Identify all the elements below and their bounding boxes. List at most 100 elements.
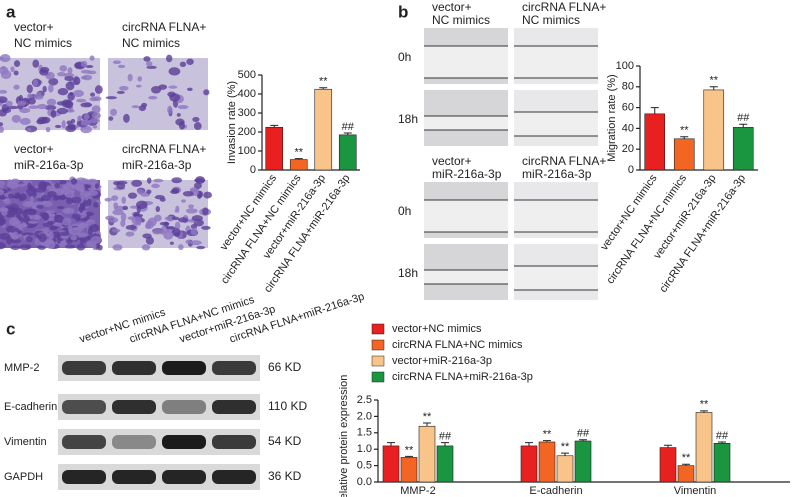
significance: ** — [561, 441, 570, 453]
protein-label: Vimentin — [4, 436, 47, 448]
y-axis-label: Relative protein expression — [338, 375, 350, 497]
image-caption: vector+ — [432, 154, 472, 168]
cell — [143, 56, 151, 62]
cell — [146, 177, 152, 184]
error-bar — [294, 158, 303, 160]
blot-band — [162, 361, 206, 375]
cell — [38, 233, 47, 242]
cell — [87, 227, 94, 236]
cell — [66, 197, 74, 205]
cell — [79, 222, 86, 227]
bar — [418, 425, 436, 483]
cell — [185, 208, 198, 214]
x-tick-label: E-cadherin — [529, 485, 582, 497]
cell — [113, 202, 119, 209]
cell — [116, 182, 126, 190]
cell — [94, 85, 103, 94]
cell — [122, 205, 129, 211]
cell — [112, 60, 121, 65]
cell — [37, 103, 48, 110]
y-axis-label: Migration rate (%) — [606, 74, 618, 161]
significance: ** — [423, 411, 432, 423]
bar — [314, 88, 333, 171]
legend-swatch — [371, 323, 385, 335]
cell — [190, 223, 198, 230]
cell — [64, 189, 75, 198]
cell — [0, 242, 6, 250]
cell — [151, 86, 162, 94]
cell — [72, 227, 81, 231]
error-bar — [405, 455, 413, 458]
y-tick-label: 500 — [238, 69, 256, 81]
cell — [55, 214, 64, 223]
cell — [89, 97, 99, 102]
cell — [46, 185, 52, 190]
cell — [33, 93, 44, 100]
cell — [10, 66, 15, 73]
bar — [677, 465, 695, 483]
blot-band — [212, 470, 256, 484]
cell — [193, 182, 202, 189]
y-tick-label: 20 — [622, 143, 634, 155]
cell — [42, 85, 47, 93]
significance: ## — [716, 430, 729, 442]
cell — [116, 90, 125, 94]
cell — [19, 117, 31, 126]
image-caption: circRNA FLNA+ — [522, 0, 606, 14]
cell — [49, 225, 58, 231]
bar — [695, 412, 713, 483]
blot-band — [162, 435, 206, 449]
time-label: 18h — [398, 266, 418, 280]
cell — [79, 205, 84, 214]
cell — [18, 230, 23, 235]
cell — [112, 209, 124, 216]
cell — [39, 69, 49, 76]
cell — [165, 226, 176, 230]
cell — [70, 235, 78, 241]
cell — [50, 109, 57, 118]
cell — [177, 104, 189, 110]
cell — [36, 204, 44, 209]
image-caption: NC mimics — [432, 13, 490, 27]
cell — [83, 113, 90, 120]
cell — [13, 84, 20, 90]
error-bar — [525, 442, 533, 446]
time-label: 0h — [398, 204, 411, 218]
legend-label: circRNA FLNA+miR-216a-3p — [392, 371, 533, 383]
cell — [0, 233, 11, 240]
cell — [146, 189, 152, 195]
cell — [11, 231, 19, 240]
y-tick-label: 0.5 — [357, 460, 372, 472]
blot-band — [112, 400, 156, 414]
cell — [38, 181, 48, 190]
cell — [73, 89, 84, 98]
cell — [168, 85, 178, 89]
cell — [104, 197, 112, 202]
cell — [117, 64, 126, 69]
significance: ## — [577, 428, 590, 440]
legend-swatch — [371, 339, 385, 351]
cell — [37, 116, 48, 125]
blot-band — [112, 435, 156, 449]
size-label: 36 KD — [268, 469, 302, 483]
cell — [90, 92, 96, 97]
cell — [174, 221, 181, 230]
cell — [52, 222, 63, 227]
blot-band — [112, 470, 156, 484]
cell — [77, 232, 89, 238]
error-bar — [561, 452, 569, 456]
cell — [49, 213, 56, 217]
y-tick-label: 1.0 — [357, 443, 372, 455]
cell — [64, 244, 76, 249]
cell — [0, 96, 8, 103]
cell — [196, 245, 206, 250]
cell — [59, 65, 68, 72]
image-caption: miR-216a-3p — [432, 167, 502, 181]
cell — [137, 76, 143, 82]
cell — [67, 67, 73, 74]
cell — [0, 66, 9, 75]
cell — [65, 125, 77, 133]
size-label: 66 KD — [268, 360, 302, 374]
error-bar — [709, 86, 718, 90]
cell — [131, 105, 140, 109]
